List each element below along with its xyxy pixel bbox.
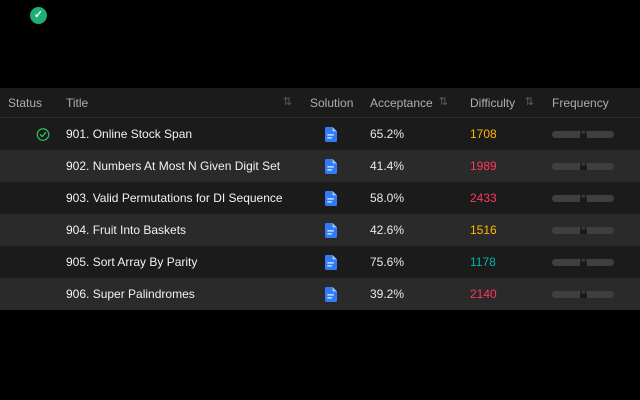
frequency-bar[interactable]	[552, 130, 614, 138]
header-solution: Solution	[310, 95, 354, 110]
solution-doc-icon[interactable]	[324, 222, 337, 238]
table-row: 904. Fruit Into Baskets 42.6% 1516	[0, 214, 640, 246]
problem-table: Status Title ⇅ Solution Acceptance ⇅ Dif…	[0, 88, 640, 310]
frequency-cell	[544, 258, 640, 266]
acceptance-value: 75.6%	[370, 255, 405, 269]
solution-doc-icon[interactable]	[324, 254, 337, 270]
difficulty-rating: 1178	[470, 255, 496, 269]
status-cell	[0, 127, 58, 142]
header-title[interactable]: Title ⇅	[58, 96, 302, 110]
frequency-bar[interactable]	[552, 258, 614, 266]
problem-title-link[interactable]: 904. Fruit Into Baskets	[66, 223, 187, 237]
solution-doc-icon[interactable]	[324, 158, 337, 174]
difficulty-rating: 1708	[470, 127, 497, 141]
solved-check-icon	[36, 127, 50, 141]
solution-cell	[302, 222, 358, 238]
header-difficulty[interactable]: Difficulty ⇅	[458, 96, 544, 110]
frequency-bar[interactable]	[552, 290, 614, 298]
header-frequency: Frequency	[552, 95, 609, 110]
frequency-cell	[544, 194, 640, 202]
acceptance-value: 41.4%	[370, 159, 405, 173]
app-logo-icon: ✓	[30, 7, 47, 24]
lock-icon	[579, 226, 587, 234]
acceptance-value: 42.6%	[370, 223, 405, 237]
header-difficulty-label: Difficulty	[470, 95, 516, 110]
solution-cell	[302, 126, 358, 142]
solution-cell	[302, 190, 358, 206]
acceptance-value: 39.2%	[370, 287, 405, 301]
lock-icon	[579, 258, 587, 266]
problem-title-link[interactable]: 906. Super Palindromes	[66, 287, 195, 301]
lock-icon	[579, 130, 587, 138]
table-row: 902. Numbers At Most N Given Digit Set 4…	[0, 150, 640, 182]
header-acceptance-label: Acceptance	[370, 95, 433, 110]
frequency-bar[interactable]	[552, 162, 614, 170]
solution-cell	[302, 286, 358, 302]
problem-title-link[interactable]: 901. Online Stock Span	[66, 127, 193, 141]
frequency-cell	[544, 162, 640, 170]
table-row: 901. Online Stock Span 65.2% 1708	[0, 118, 640, 150]
problem-title-link[interactable]: 903. Valid Permutations for DI Sequence	[66, 191, 283, 205]
solution-doc-icon[interactable]	[324, 126, 337, 142]
sort-icon[interactable]: ⇅	[282, 96, 292, 108]
difficulty-rating: 1989	[470, 159, 497, 173]
solution-doc-icon[interactable]	[324, 286, 337, 302]
problem-title-link[interactable]: 905. Sort Array By Parity	[66, 255, 198, 269]
difficulty-rating: 2140	[470, 287, 497, 301]
difficulty-rating: 1516	[470, 223, 497, 237]
difficulty-rating: 2433	[470, 191, 497, 205]
problem-title-link[interactable]: 902. Numbers At Most N Given Digit Set	[66, 159, 281, 173]
lock-icon	[579, 162, 587, 170]
solution-cell	[302, 158, 358, 174]
acceptance-value: 65.2%	[370, 127, 405, 141]
solution-doc-icon[interactable]	[324, 190, 337, 206]
header-title-label: Title	[66, 95, 89, 110]
table-header: Status Title ⇅ Solution Acceptance ⇅ Dif…	[0, 88, 640, 118]
frequency-cell	[544, 226, 640, 234]
acceptance-value: 58.0%	[370, 191, 405, 205]
lock-icon	[579, 290, 587, 298]
frequency-cell	[544, 130, 640, 138]
header-status: Status	[8, 95, 43, 110]
table-row: 905. Sort Array By Parity 75.6% 1178	[0, 246, 640, 278]
frequency-bar[interactable]	[552, 194, 614, 202]
header-acceptance[interactable]: Acceptance ⇅	[358, 96, 458, 110]
sort-icon[interactable]: ⇅	[524, 96, 534, 108]
lock-icon	[579, 194, 587, 202]
solution-cell	[302, 254, 358, 270]
frequency-cell	[544, 290, 640, 298]
sort-icon[interactable]: ⇅	[438, 96, 448, 108]
table-row: 906. Super Palindromes 39.2% 2140	[0, 278, 640, 310]
frequency-bar[interactable]	[552, 226, 614, 234]
table-row: 903. Valid Permutations for DI Sequence …	[0, 182, 640, 214]
